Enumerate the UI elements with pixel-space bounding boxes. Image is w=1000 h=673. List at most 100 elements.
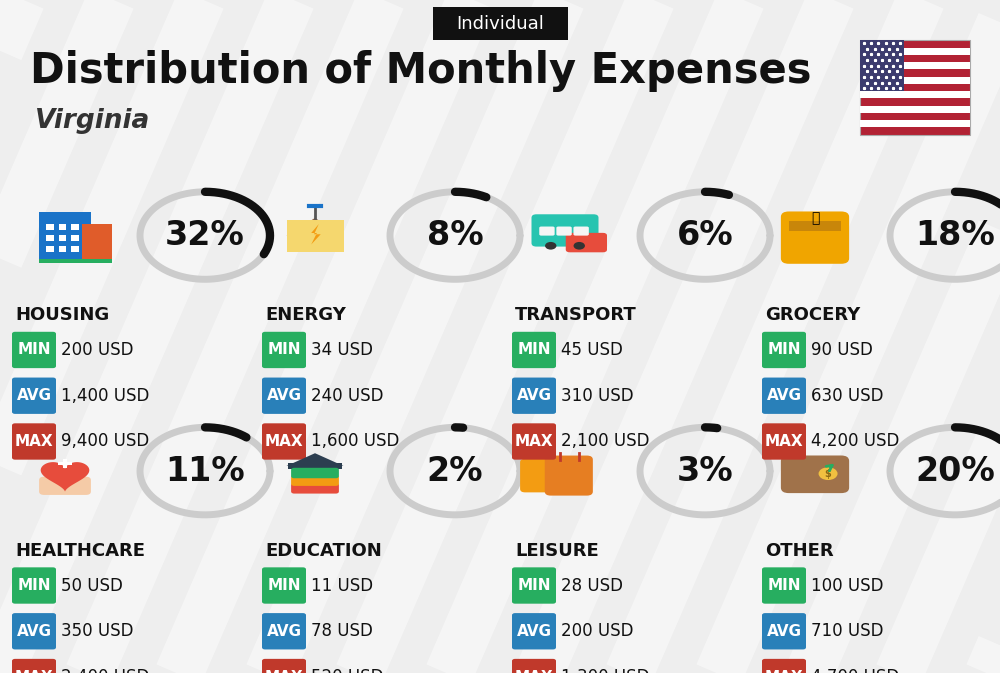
FancyBboxPatch shape — [262, 567, 306, 604]
Text: MAX: MAX — [515, 434, 553, 449]
FancyBboxPatch shape — [39, 259, 112, 263]
FancyBboxPatch shape — [545, 456, 593, 495]
Text: ENERGY: ENERGY — [265, 306, 346, 324]
Polygon shape — [311, 224, 321, 244]
FancyBboxPatch shape — [262, 378, 306, 414]
Text: 710 USD: 710 USD — [811, 623, 884, 640]
FancyBboxPatch shape — [762, 567, 806, 604]
FancyBboxPatch shape — [39, 476, 91, 495]
FancyBboxPatch shape — [762, 332, 806, 368]
FancyBboxPatch shape — [512, 659, 556, 673]
FancyBboxPatch shape — [860, 40, 970, 135]
Text: 34 USD: 34 USD — [311, 341, 373, 359]
Text: 9,400 USD: 9,400 USD — [61, 433, 149, 450]
Polygon shape — [287, 453, 344, 466]
Text: OTHER: OTHER — [765, 542, 834, 560]
Text: MIN: MIN — [267, 343, 301, 357]
Text: MIN: MIN — [17, 343, 51, 357]
Text: 32%: 32% — [165, 219, 245, 252]
Text: 1,300 USD: 1,300 USD — [561, 668, 650, 673]
FancyBboxPatch shape — [288, 464, 342, 468]
Text: 11 USD: 11 USD — [311, 577, 373, 594]
Text: AVG: AVG — [516, 388, 552, 403]
FancyBboxPatch shape — [262, 332, 306, 368]
Text: 4,200 USD: 4,200 USD — [811, 433, 899, 450]
Text: MAX: MAX — [15, 434, 53, 449]
FancyBboxPatch shape — [432, 7, 568, 40]
Text: LEISURE: LEISURE — [515, 542, 599, 560]
FancyBboxPatch shape — [287, 219, 344, 252]
Text: 2,100 USD: 2,100 USD — [561, 433, 650, 450]
Text: 520 USD: 520 USD — [311, 668, 384, 673]
FancyBboxPatch shape — [520, 459, 559, 493]
Text: 1,600 USD: 1,600 USD — [311, 433, 399, 450]
Text: Virginia: Virginia — [35, 108, 150, 134]
FancyBboxPatch shape — [59, 224, 66, 230]
Text: 200 USD: 200 USD — [61, 341, 134, 359]
Text: AVG: AVG — [16, 388, 52, 403]
FancyBboxPatch shape — [512, 378, 556, 414]
FancyBboxPatch shape — [512, 423, 556, 460]
FancyBboxPatch shape — [63, 459, 67, 468]
FancyBboxPatch shape — [46, 236, 54, 241]
Polygon shape — [287, 218, 344, 236]
FancyBboxPatch shape — [71, 224, 79, 230]
FancyBboxPatch shape — [262, 659, 306, 673]
Text: MAX: MAX — [15, 670, 53, 673]
FancyBboxPatch shape — [532, 214, 598, 246]
Text: 🌿: 🌿 — [811, 211, 819, 225]
Text: 200 USD: 200 USD — [561, 623, 634, 640]
Text: AVG: AVG — [267, 388, 302, 403]
FancyBboxPatch shape — [556, 227, 572, 236]
Circle shape — [819, 467, 838, 480]
Text: 6%: 6% — [677, 219, 733, 252]
FancyBboxPatch shape — [860, 40, 904, 91]
FancyBboxPatch shape — [262, 423, 306, 460]
FancyBboxPatch shape — [860, 48, 970, 55]
FancyBboxPatch shape — [291, 475, 339, 486]
Text: AVG: AVG — [16, 624, 52, 639]
FancyBboxPatch shape — [291, 468, 339, 479]
Text: 2%: 2% — [427, 454, 483, 488]
Circle shape — [545, 242, 556, 250]
Circle shape — [574, 242, 585, 250]
FancyBboxPatch shape — [58, 462, 72, 464]
Text: 1,400 USD: 1,400 USD — [61, 387, 149, 404]
Text: EDUCATION: EDUCATION — [265, 542, 382, 560]
FancyBboxPatch shape — [512, 567, 556, 604]
Text: MIN: MIN — [267, 578, 301, 593]
FancyBboxPatch shape — [46, 224, 54, 230]
Text: GROCERY: GROCERY — [765, 306, 860, 324]
Text: 630 USD: 630 USD — [811, 387, 884, 404]
FancyBboxPatch shape — [512, 613, 556, 649]
FancyBboxPatch shape — [789, 221, 841, 232]
Text: MIN: MIN — [17, 578, 51, 593]
FancyBboxPatch shape — [71, 236, 79, 241]
Polygon shape — [41, 462, 89, 492]
Text: 20%: 20% — [915, 454, 995, 488]
Text: AVG: AVG — [767, 388, 802, 403]
Text: Individual: Individual — [456, 15, 544, 32]
Text: 4,700 USD: 4,700 USD — [811, 668, 899, 673]
Text: 3%: 3% — [677, 454, 733, 488]
FancyBboxPatch shape — [573, 227, 589, 236]
FancyBboxPatch shape — [762, 378, 806, 414]
Text: MIN: MIN — [767, 578, 801, 593]
Text: AVG: AVG — [767, 624, 802, 639]
FancyBboxPatch shape — [781, 211, 849, 264]
Text: 350 USD: 350 USD — [61, 623, 134, 640]
FancyBboxPatch shape — [762, 423, 806, 460]
FancyBboxPatch shape — [566, 233, 607, 252]
Text: TRANSPORT: TRANSPORT — [515, 306, 637, 324]
FancyBboxPatch shape — [512, 332, 556, 368]
FancyBboxPatch shape — [46, 246, 54, 252]
Text: 18%: 18% — [915, 219, 995, 252]
Text: MIN: MIN — [517, 343, 551, 357]
FancyBboxPatch shape — [82, 224, 112, 260]
FancyBboxPatch shape — [12, 613, 56, 649]
Text: 28 USD: 28 USD — [561, 577, 623, 594]
FancyBboxPatch shape — [12, 378, 56, 414]
FancyBboxPatch shape — [762, 659, 806, 673]
Text: AVG: AVG — [516, 624, 552, 639]
FancyBboxPatch shape — [291, 483, 339, 493]
